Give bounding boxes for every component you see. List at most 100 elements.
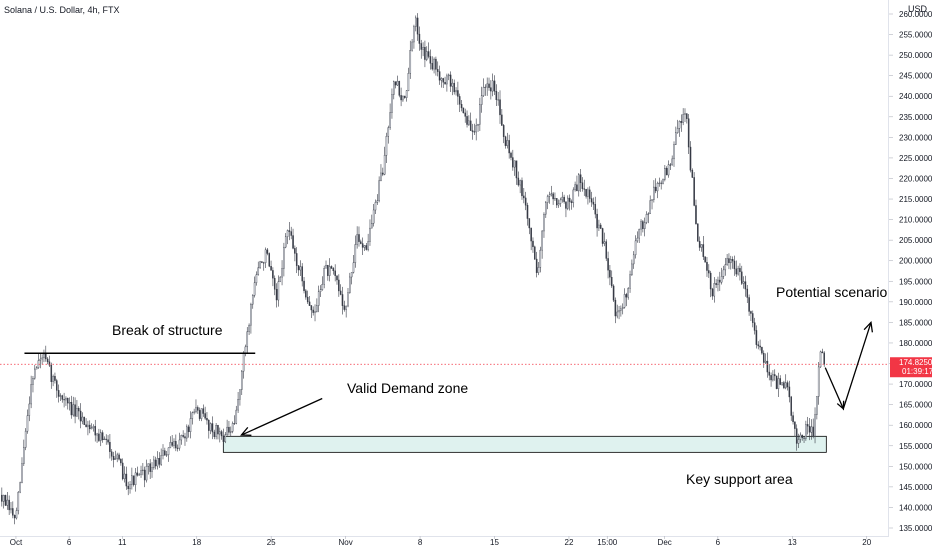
candle-down — [306, 296, 309, 303]
price-axis[interactable]: USD 135.0000 140.0000 145.0000 150.0000 155.… — [888, 0, 932, 550]
y-tick-label: 260.0000 — [899, 10, 932, 19]
candle-up — [422, 46, 424, 50]
candle-up — [59, 395, 62, 397]
candle-up — [667, 164, 670, 176]
candle-down — [292, 235, 294, 249]
candle-up — [186, 426, 188, 439]
candle-up — [543, 213, 545, 232]
y-tick-label: 165.0000 — [899, 401, 932, 410]
candle-up — [281, 268, 283, 278]
candle-up — [68, 402, 71, 404]
candle-up — [167, 447, 170, 455]
candle-down — [63, 399, 65, 401]
candle-up — [673, 144, 675, 160]
candle-down — [585, 189, 587, 197]
candle-down — [295, 253, 298, 266]
candle-down — [424, 46, 426, 60]
plot-area: Break of structure Valid Demand zone Key… — [0, 13, 888, 525]
candle-up — [433, 58, 435, 70]
candle-up — [23, 447, 25, 464]
candle-up — [116, 454, 118, 459]
candle-up — [656, 183, 659, 192]
candle-down — [8, 499, 10, 511]
candle-up — [286, 230, 289, 237]
candle-down — [48, 361, 51, 366]
candle-up — [482, 87, 485, 96]
candle-up — [259, 261, 261, 268]
candle-up — [640, 221, 642, 230]
candle-up — [389, 112, 391, 128]
candle-up — [10, 508, 12, 511]
candle-up — [134, 472, 137, 486]
candle-up — [784, 382, 787, 389]
candle-down — [783, 382, 785, 389]
candle-up — [240, 370, 243, 390]
candle-up — [777, 378, 780, 389]
candle-up — [328, 266, 331, 276]
candle-down — [669, 164, 672, 166]
candle-down — [596, 213, 598, 229]
candle-down — [360, 241, 362, 244]
candle-down — [534, 246, 536, 260]
candle-up — [24, 430, 27, 448]
candle-down — [118, 454, 120, 460]
candle-down — [339, 290, 342, 295]
candle-down — [290, 231, 292, 236]
candle-down — [358, 234, 360, 242]
candle-down — [599, 224, 602, 229]
candle-down — [1, 494, 3, 502]
candle-up — [349, 276, 351, 293]
candle-down — [143, 469, 146, 481]
candle-up — [138, 474, 140, 476]
potential-scenario-label: Potential scenario — [776, 284, 888, 300]
demand-zone-arrow[interactable] — [240, 397, 323, 436]
y-tick-label: 255.0000 — [899, 31, 932, 40]
candle-up — [2, 494, 5, 502]
candle-up — [658, 182, 661, 184]
candle-up — [391, 94, 393, 113]
candle-up — [371, 223, 373, 229]
demand-arrow-line — [241, 397, 323, 436]
x-tick-label: 22 — [565, 538, 574, 547]
candle-down — [515, 160, 518, 179]
candle-down — [535, 258, 538, 273]
candle-down — [382, 172, 384, 175]
candle-up — [598, 224, 600, 229]
candle-down — [341, 294, 344, 306]
current-price-tag: 174.8250 01:39:17 — [890, 357, 932, 378]
candle-down — [213, 431, 216, 437]
candle-up — [350, 272, 353, 278]
candle-down — [665, 168, 668, 176]
time-axis[interactable]: Oct 6 11 18 25 Nov 8 15 22 15:00 Dec 6 13 20 — [0, 536, 932, 550]
candle-down — [709, 272, 712, 290]
candle-down — [779, 378, 782, 385]
candle-up — [19, 482, 21, 493]
candle-down — [753, 322, 756, 331]
candle-up — [153, 459, 155, 468]
candle-down — [568, 197, 571, 202]
scenario-arrow[interactable] — [824, 320, 874, 411]
candle-up — [726, 258, 728, 265]
y-tick-label: 205.0000 — [899, 236, 932, 245]
candle-up — [621, 307, 624, 310]
candle-up — [684, 113, 686, 115]
candle-down — [750, 311, 752, 314]
demand-zone-rect[interactable] — [222, 435, 827, 453]
candle-up — [722, 269, 725, 277]
candle-down — [272, 270, 274, 279]
candle-up — [539, 249, 542, 268]
candle-up — [664, 168, 666, 180]
candle-up — [189, 418, 192, 433]
candle-down — [457, 90, 459, 97]
candle-down — [61, 395, 64, 400]
candle-down — [521, 180, 523, 197]
candle-up — [387, 127, 390, 137]
candle-down — [686, 113, 688, 119]
candle-down — [294, 248, 296, 254]
price-tag-bg — [890, 357, 932, 378]
candle-down — [741, 271, 743, 284]
candle-down — [806, 424, 809, 427]
